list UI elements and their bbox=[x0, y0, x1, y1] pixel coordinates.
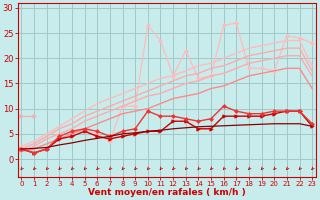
X-axis label: Vent moyen/en rafales ( km/h ): Vent moyen/en rafales ( km/h ) bbox=[88, 188, 246, 197]
